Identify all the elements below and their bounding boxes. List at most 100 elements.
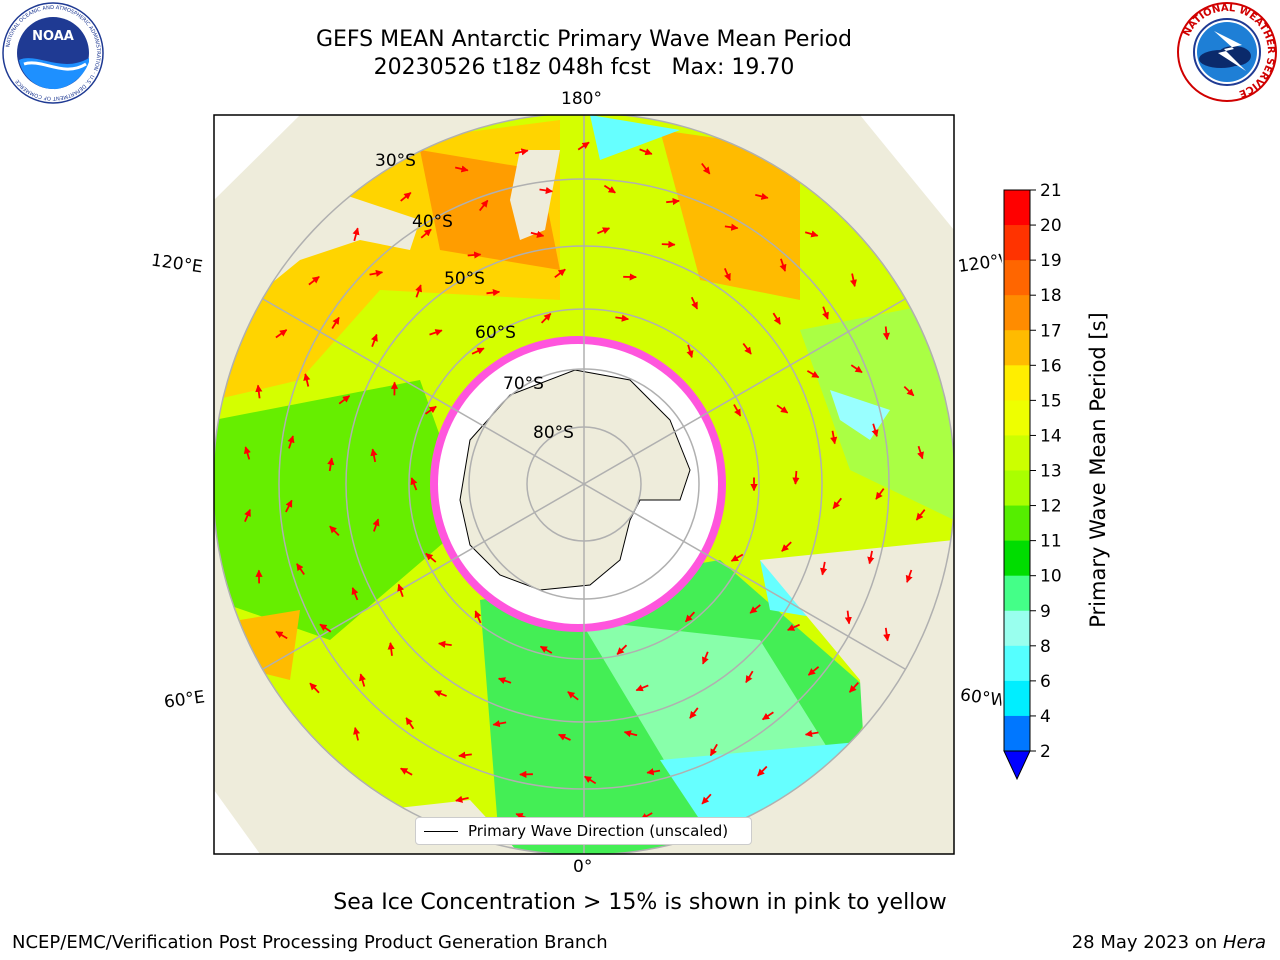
wave-direction-arrow <box>871 423 879 437</box>
wave-direction-arrow <box>883 627 891 642</box>
colorbar-cell <box>1004 645 1030 682</box>
wave-direction-arrow <box>915 509 926 521</box>
plot-title: GEFS MEAN Antarctic Primary Wave Mean Pe… <box>315 27 853 52</box>
wave-direction-arrow <box>540 312 552 324</box>
wave-direction-arrow <box>905 569 913 583</box>
antarctica-land <box>459 369 691 591</box>
field-band-orange-pacific <box>660 130 800 300</box>
wave-direction-arrows <box>243 141 926 827</box>
wave-direction-arrow <box>646 768 661 776</box>
lat-label-50s: 50°S <box>444 269 485 289</box>
wave-direction-arrow <box>903 385 915 397</box>
wave-direction-arrow <box>661 240 676 248</box>
wave-direction-arrow <box>558 733 571 741</box>
wave-direction-arrow <box>844 610 852 625</box>
colorbar-cell <box>1004 435 1030 471</box>
noaa-logo-text: NOAA <box>32 29 74 44</box>
wave-direction-arrow <box>319 623 332 633</box>
wave-direction-arrow <box>467 251 482 259</box>
wave-direction-arrow <box>690 296 699 310</box>
wave-direction-arrow <box>287 435 295 449</box>
wave-direction-arrow <box>807 666 820 676</box>
colorbar-tick-label: 20 <box>1040 216 1062 236</box>
colorbar-tick-label: 14 <box>1040 426 1062 446</box>
national-weather-service-logo: NATIONAL WEATHER SERVICE <box>1177 2 1277 102</box>
wave-direction-arrow <box>867 550 875 565</box>
wave-direction-arrow <box>400 767 413 776</box>
wave-direction-arrow <box>762 711 774 721</box>
wave-direction-arrow <box>454 165 469 173</box>
colorbar-tick-label: 19 <box>1040 251 1062 271</box>
wave-direction-arrow <box>850 364 863 374</box>
wave-direction-arrow <box>455 795 469 803</box>
colorbar-cell <box>1004 190 1030 226</box>
wave-direction-arrow <box>848 681 859 693</box>
wave-direction-arrow <box>701 162 711 175</box>
legend-line-sample <box>424 831 458 832</box>
colorbar-tick-label: 6 <box>1040 672 1051 692</box>
wave-direction-arrow <box>478 199 489 212</box>
wave-direction-arrow <box>702 651 709 665</box>
field-band-green-indian <box>214 380 470 640</box>
lon-label-180: 180° <box>561 89 602 109</box>
wave-direction-arrow <box>397 583 405 597</box>
colorbar-cell <box>1004 610 1030 647</box>
footer-credit: NCEP/EMC/Verification Post Processing Pr… <box>12 932 608 953</box>
lat-label-30s: 30°S <box>375 151 416 171</box>
wave-direction-arrow <box>849 273 857 288</box>
wave-direction-arrow <box>498 677 512 685</box>
colorbar-cell <box>1004 400 1030 436</box>
wave-direction-arrow <box>686 344 694 358</box>
wave-direction-arrow <box>730 553 744 562</box>
wave-direction-arrow <box>832 497 843 510</box>
wave-direction-arrow <box>308 275 320 286</box>
lon-label-0: 0° <box>573 857 593 877</box>
wave-direction-arrow <box>331 316 340 329</box>
wave-direction-arrow <box>275 329 288 339</box>
colorbar-cell <box>1004 295 1030 331</box>
colorbar-cell <box>1004 680 1030 717</box>
colorbar-tick-label: 11 <box>1040 532 1062 552</box>
wave-direction-arrow <box>709 743 718 757</box>
wave-direction-arrow <box>296 563 305 576</box>
lat-label-80s: 80°S <box>533 423 574 443</box>
colorbar-cell <box>1004 505 1030 542</box>
colorbar-tick-label: 12 <box>1040 497 1062 517</box>
map-legend: Primary Wave Direction (unscaled) <box>415 817 752 845</box>
wave-direction-arrow <box>666 197 680 206</box>
colorbar-tick-label: 18 <box>1040 286 1062 306</box>
wave-direction-arrow <box>351 587 359 601</box>
wave-direction-arrow <box>359 673 366 687</box>
wave-direction-arrow <box>701 793 712 805</box>
wave-direction-arrow <box>415 284 422 298</box>
lat-label-60s: 60°S <box>475 323 516 343</box>
wave-direction-arrow <box>724 223 739 231</box>
wave-direction-arrow <box>779 258 787 272</box>
wave-direction-arrow <box>424 405 437 415</box>
wave-direction-arrow <box>830 430 838 445</box>
colorbar-extend-triangle <box>1003 750 1031 781</box>
wave-direction-arrow <box>820 561 828 576</box>
colorbar-cell <box>1004 330 1030 366</box>
wave-direction-arrow <box>352 227 360 242</box>
wave-direction-arrow <box>405 717 415 730</box>
wave-direction-arrow <box>244 508 251 522</box>
wave-direction-arrow <box>623 730 638 738</box>
wave-direction-arrow <box>539 645 553 654</box>
wave-direction-arrow <box>429 329 443 336</box>
footer-date-text: 28 May 2023 on <box>1071 932 1223 953</box>
wave-direction-arrow <box>530 230 545 238</box>
colorbar-tick-label: 2 <box>1040 742 1051 762</box>
wave-direction-arrow <box>303 373 311 387</box>
wave-direction-arrow <box>615 314 630 322</box>
wave-direction-arrow <box>353 726 361 741</box>
wave-direction-arrow <box>787 623 800 631</box>
wave-direction-arrow <box>757 765 768 777</box>
wave-direction-arrow <box>689 707 699 719</box>
wave-direction-arrow <box>875 488 885 500</box>
wave-direction-arrow <box>420 228 432 239</box>
wave-direction-arrow <box>372 518 380 532</box>
colorbar-cell <box>1004 260 1030 296</box>
wave-direction-arrow <box>597 227 611 235</box>
